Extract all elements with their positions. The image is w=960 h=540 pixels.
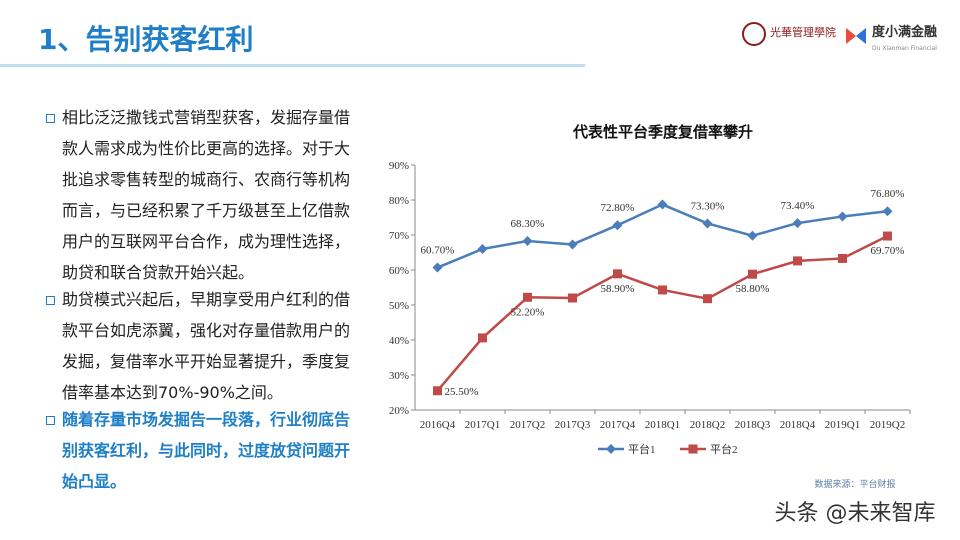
y-tick-label: 20% — [389, 405, 409, 417]
point — [478, 333, 487, 343]
x-tick-label: 2017Q2 — [510, 419, 545, 431]
chart-title: 代表性平台季度复借率攀升 — [572, 123, 753, 141]
x-tick-label: 2018Q3 — [735, 419, 771, 431]
point — [657, 199, 668, 210]
legend-marker — [688, 444, 698, 454]
data-label: 69.70% — [871, 245, 905, 257]
point — [837, 211, 848, 222]
data-label: 76.80% — [871, 188, 905, 200]
point — [433, 386, 442, 396]
y-tick-label: 40% — [389, 335, 409, 347]
watermark: 头条 @未来智库 — [775, 501, 936, 526]
point — [613, 269, 622, 279]
point — [702, 218, 713, 229]
data-label: 60.70% — [421, 245, 455, 257]
bullet: 助贷模式兴起后，早期享受用户红利的借款平台如虎添翼，强化对存量借款用户的发掘，复… — [46, 284, 360, 408]
bullet: 相比泛泛撒钱式营销型获客，发掘存量借款人需求成为性价比更高的选择。对于大批追求零… — [46, 102, 360, 288]
point — [567, 239, 578, 250]
x-tick-label: 2016Q4 — [420, 419, 456, 431]
slide-title: 1、告别获客红利 — [38, 23, 254, 56]
source: 数据来源：平台财报 — [814, 478, 895, 490]
series-line — [436, 234, 889, 392]
x-tick-label: 2017Q3 — [555, 419, 591, 431]
data-label: 68.30% — [511, 218, 545, 230]
x-tick-label: 2017Q1 — [465, 419, 500, 431]
point — [658, 285, 667, 295]
point — [792, 218, 803, 229]
point — [793, 256, 802, 266]
x-tick-label: 2019Q1 — [825, 419, 860, 431]
y-tick-label: 30% — [389, 370, 409, 382]
logo-mark — [846, 28, 856, 44]
data-label: 72.80% — [601, 202, 635, 214]
point — [703, 294, 712, 304]
logo-text: 光華管理學院 — [770, 25, 836, 39]
point — [523, 292, 532, 302]
logo-emblem — [742, 22, 766, 46]
y-tick-label: 60% — [389, 265, 409, 277]
point — [882, 206, 893, 217]
data-label: 58.90% — [601, 283, 635, 295]
x-tick-label: 2018Q2 — [690, 419, 725, 431]
logo-text: 度小满金融 — [872, 24, 937, 40]
y-tick-label: 80% — [389, 195, 409, 207]
legend-label: 平台1 — [628, 442, 656, 456]
point — [612, 220, 623, 231]
point — [883, 231, 892, 241]
y-tick-label: 70% — [389, 230, 409, 242]
data-label: 58.80% — [736, 283, 770, 295]
point — [568, 293, 577, 303]
point — [432, 262, 443, 273]
x-tick-label: 2018Q4 — [780, 419, 816, 431]
point — [838, 253, 847, 263]
data-label: 25.50% — [445, 386, 479, 398]
x-tick-label: 2018Q1 — [645, 419, 680, 431]
data-label: 52.20% — [511, 306, 545, 318]
legend-marker — [606, 444, 616, 454]
x-tick-label: 2019Q2 — [870, 419, 905, 431]
x-tick-label: 2017Q4 — [600, 419, 636, 431]
bullet: 随着存量市场发掘告一段落，行业彻底告别获客红利，与此同时，过度放贷问题开始凸显。 — [46, 404, 360, 497]
point — [477, 244, 488, 254]
logo-mark — [856, 28, 866, 44]
point — [747, 230, 758, 241]
data-label: 73.40% — [781, 200, 815, 212]
y-tick-label: 50% — [389, 300, 409, 312]
point — [522, 235, 533, 246]
series-line — [437, 203, 888, 269]
point — [748, 269, 757, 279]
data-label: 73.30% — [691, 200, 725, 212]
y-tick-label: 90% — [389, 160, 409, 172]
legend-label: 平台2 — [710, 442, 738, 456]
logo-subtext: Du Xiaoman Financial — [872, 45, 937, 52]
title-rule — [0, 64, 585, 67]
